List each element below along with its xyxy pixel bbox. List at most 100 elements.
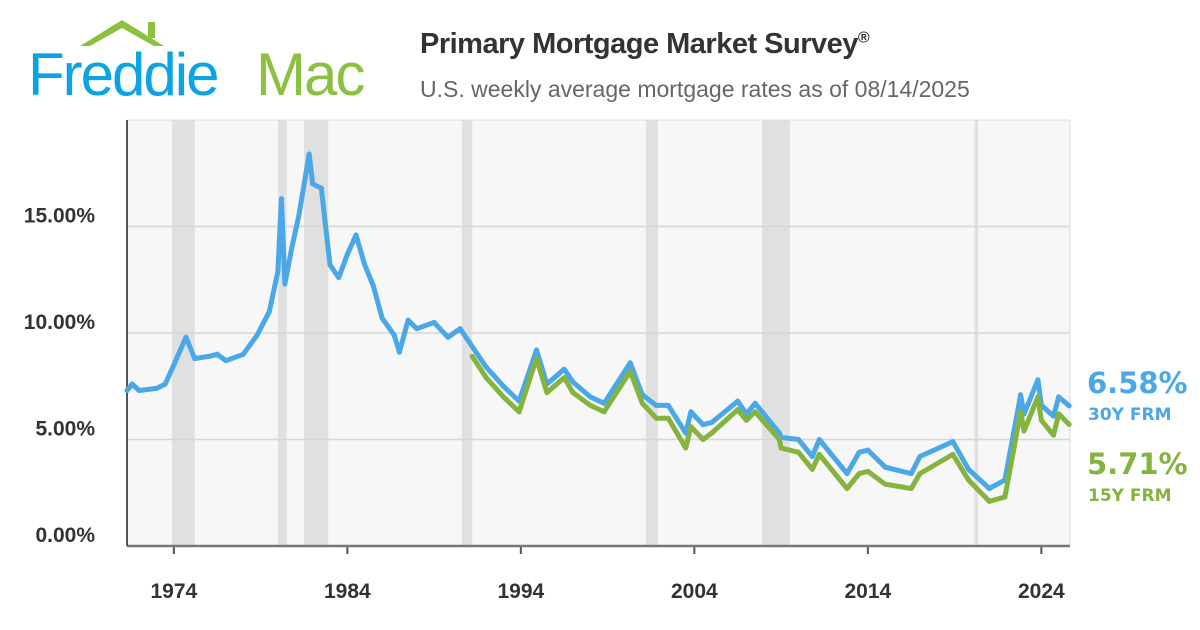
series-15y-point — [752, 409, 758, 415]
series-30y-point — [223, 358, 229, 364]
series-30y-point — [124, 388, 130, 394]
series-15y-point — [1066, 421, 1072, 427]
series-15y-point — [882, 481, 888, 487]
series-15y-point — [570, 390, 576, 396]
series-15y-point — [683, 445, 689, 451]
series-30y-point — [282, 281, 288, 287]
series-30y-point — [162, 381, 168, 387]
series-30y-point — [391, 332, 397, 338]
series-30y-point — [483, 364, 489, 370]
series-30y-point — [1035, 377, 1041, 383]
series-30y-point — [688, 409, 694, 415]
series-30y-point — [306, 151, 312, 157]
series-15y-point — [601, 409, 607, 415]
logo-text-mac: Mac — [256, 41, 365, 108]
series-15y-point — [561, 375, 567, 381]
series-15y-point — [1035, 394, 1041, 400]
series-30y-point — [844, 471, 850, 477]
series-30y-point — [153, 385, 159, 391]
series-15y-point — [844, 485, 850, 491]
chart-title: Primary Mortgage Market Survey® — [420, 28, 870, 61]
series-30y-point — [431, 319, 437, 325]
series-30y-point — [296, 213, 302, 219]
series-30y-point — [856, 449, 862, 455]
series-15y-point — [516, 409, 522, 415]
series-15y-point — [533, 356, 539, 362]
y-tick-label: 10.00% — [24, 311, 96, 334]
freddie-mac-logo: Freddie Mac — [28, 18, 388, 108]
x-tick-label: 1994 — [497, 580, 544, 603]
series-30y-point — [950, 439, 956, 445]
series-15y-point — [917, 471, 923, 477]
series-30y-point — [327, 262, 333, 268]
series-15y-point — [469, 353, 475, 359]
series-30y-point — [396, 349, 402, 355]
series-30y-point — [665, 402, 671, 408]
y-tick-label: 5.00% — [35, 418, 95, 441]
series-30y-point — [336, 275, 342, 281]
series-30y-point — [627, 360, 633, 366]
series-30y-point — [289, 245, 295, 251]
series-30y-point — [310, 181, 316, 187]
series-30y-point — [917, 454, 923, 460]
series-15y-point — [665, 415, 671, 421]
series-15y-point — [1002, 494, 1008, 500]
series-15y-point — [965, 477, 971, 483]
series-30y-point — [414, 326, 420, 332]
series-30y-point — [986, 485, 992, 491]
series-30y-point — [362, 262, 368, 268]
series-30y-point — [1056, 394, 1062, 400]
latest-15y-label: 15Y FRM — [1088, 486, 1172, 506]
series-15y-point — [856, 471, 862, 477]
x-tick-label: 2004 — [671, 580, 718, 603]
series-30y-point — [353, 232, 359, 238]
series-30y-point — [370, 283, 376, 289]
series-15y-point — [700, 437, 706, 442]
house-roof-icon — [80, 20, 164, 46]
series-30y-point — [570, 379, 576, 385]
latest-15y-rate: 5.71% — [1087, 447, 1188, 481]
x-tick-label: 1974 — [150, 580, 197, 603]
y-tick-label: 0.00% — [35, 524, 95, 547]
series-30y-point — [561, 366, 567, 372]
series-30y-point — [816, 437, 822, 442]
series-15y-point — [1051, 432, 1057, 438]
latest-30y-label: 30Y FRM — [1088, 405, 1172, 425]
series-15y-point — [986, 498, 992, 504]
series-30y-point — [254, 332, 260, 338]
series-15y-point — [776, 437, 782, 442]
series-15y-point — [639, 400, 645, 406]
series-15y-point — [1018, 409, 1024, 415]
series-30y-point — [278, 196, 284, 202]
series-30y-point — [601, 400, 607, 406]
series-15y-point — [1056, 411, 1062, 417]
series-30y-point — [700, 422, 706, 428]
series-30y-point — [533, 347, 539, 353]
series-15y-point — [483, 375, 489, 381]
title-text: Primary Mortgage Market Survey — [420, 28, 858, 60]
series-30y-point — [1066, 403, 1072, 409]
series-30y-point — [206, 353, 212, 359]
series-30y-point — [809, 454, 815, 460]
series-30y-point — [752, 400, 758, 406]
series-15y-point — [908, 485, 914, 491]
series-30y-point — [457, 326, 463, 332]
series-30y-point — [908, 471, 914, 477]
series-15y-point — [865, 468, 871, 474]
logo-text-freddie: Freddie — [28, 41, 219, 108]
series-30y-point — [183, 334, 189, 340]
series-30y-point — [171, 362, 177, 368]
series-30y-point — [136, 388, 142, 394]
series-30y-point — [344, 251, 350, 257]
series-30y-point — [466, 339, 472, 345]
series-30y-point — [445, 334, 451, 340]
series-15y-point — [544, 390, 550, 396]
series-15y-point — [950, 451, 956, 457]
series-15y-point — [1021, 428, 1027, 434]
series-30y-point — [214, 351, 220, 357]
x-tick-label: 2024 — [1018, 580, 1065, 603]
series-30y-point — [1018, 392, 1024, 398]
series-15y-point — [653, 415, 659, 421]
series-30y-point — [318, 185, 324, 191]
series-30y-point — [709, 419, 715, 425]
